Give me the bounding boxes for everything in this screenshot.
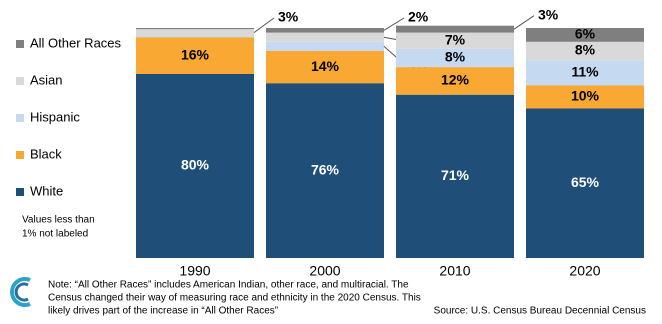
legend-note: Values less than	[22, 215, 95, 226]
data-label: 3%	[278, 9, 299, 25]
legend-swatch	[16, 114, 24, 122]
legend-label: Asian	[30, 72, 63, 87]
bar-segment	[396, 25, 514, 33]
data-label: 80%	[181, 157, 210, 173]
data-label: 8%	[445, 49, 466, 65]
data-label: 11%	[571, 64, 599, 80]
legend-label: Hispanic	[30, 109, 80, 124]
legend-label: White	[30, 183, 63, 198]
x-tick-label: 2020	[569, 263, 600, 279]
legend-swatch	[16, 40, 24, 48]
data-label: 10%	[571, 88, 600, 104]
x-tick-label: 2010	[439, 263, 470, 279]
bar-segment	[526, 41, 644, 61]
data-label: 3%	[538, 6, 559, 22]
bar-segment	[396, 67, 514, 95]
legend-swatch	[16, 151, 24, 159]
data-label: 76%	[311, 161, 340, 177]
logo	[10, 277, 31, 307]
data-label: 6%	[575, 26, 596, 42]
bar-segment	[396, 48, 514, 68]
footnote: Note: “All Other Races” includes America…	[48, 280, 409, 291]
footnote: Census changed their way of measuring ra…	[48, 293, 421, 304]
bar-segment	[136, 28, 254, 30]
legend-note: 1% not labeled	[22, 229, 88, 240]
legend-swatch	[16, 77, 24, 85]
leader-line	[383, 17, 405, 31]
bar-segment	[396, 94, 514, 258]
bar-segment	[266, 41, 384, 51]
bar-segment	[396, 32, 514, 49]
bar-segment	[526, 60, 644, 86]
bar-segment	[266, 28, 384, 33]
data-label: 8%	[575, 42, 596, 58]
bar-segment	[136, 37, 254, 74]
bar-segment	[136, 74, 254, 258]
data-label: 2%	[408, 9, 429, 25]
source: Source: U.S. Census Bureau Decennial Cen…	[434, 306, 646, 317]
x-tick-label: 2000	[309, 263, 340, 279]
data-label: 16%	[181, 46, 210, 62]
bar-segment	[526, 108, 644, 258]
data-label: 7%	[445, 31, 466, 47]
bar-segment	[526, 28, 644, 42]
legend-label: All Other Races	[30, 35, 122, 50]
bar-segment	[136, 29, 254, 37]
x-tick-label: 1990	[179, 263, 210, 279]
leader-line	[513, 15, 535, 30]
legend-swatch	[16, 188, 24, 196]
data-label: 65%	[571, 174, 600, 190]
legend-label: Black	[30, 146, 62, 161]
bar-segment	[266, 32, 384, 42]
bar-segment	[136, 36, 254, 38]
leader-line	[253, 17, 275, 34]
bar-segment	[266, 51, 384, 84]
bar-segment	[266, 83, 384, 258]
footnote: likely drives part of the increase in “A…	[48, 306, 278, 317]
data-label: 71%	[441, 167, 470, 183]
bar-segment	[526, 85, 644, 109]
data-label: 14%	[311, 58, 340, 74]
data-label: 12%	[441, 72, 470, 88]
